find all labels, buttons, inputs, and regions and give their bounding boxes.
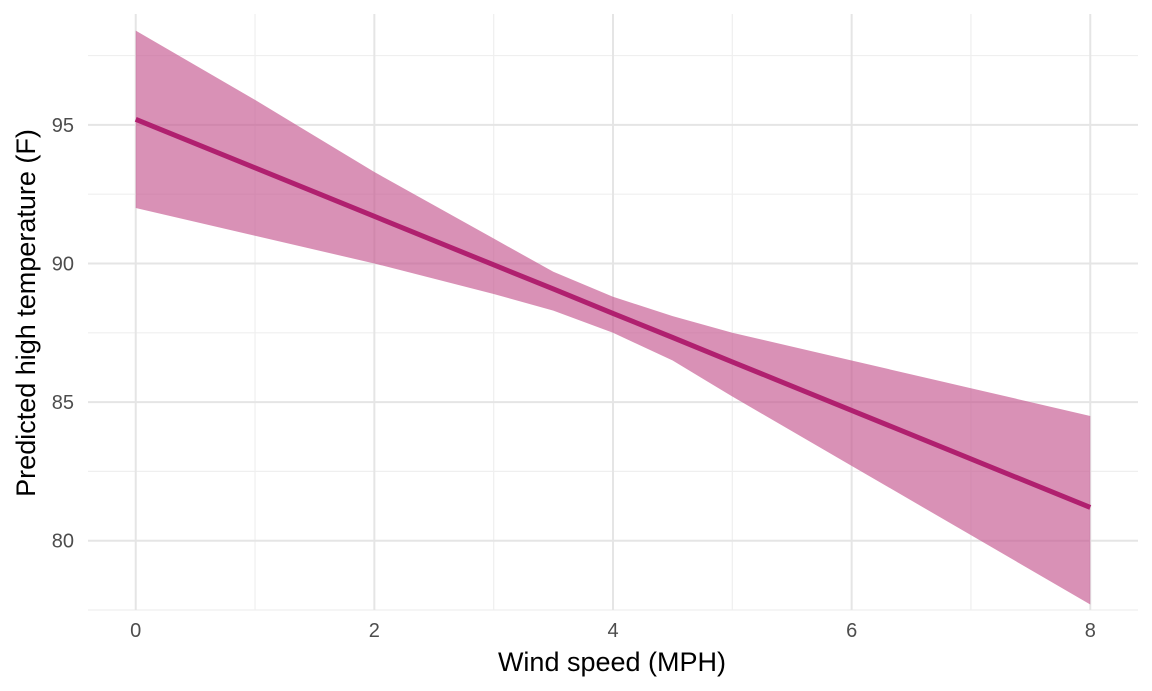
y-tick-label: 90	[52, 253, 74, 275]
major-gridlines	[88, 14, 1138, 610]
x-axis-tick-labels: 0 2 4 6 8	[130, 620, 1096, 642]
x-tick-label: 0	[130, 620, 141, 642]
x-tick-label: 6	[846, 620, 857, 642]
x-tick-label: 2	[369, 620, 380, 642]
y-tick-label: 85	[52, 392, 74, 414]
fitted-line	[134, 117, 1092, 510]
y-axis-tick-labels: 80 85 90 95	[52, 115, 74, 553]
confidence-ribbon	[135, 30, 1091, 605]
x-tick-label: 8	[1085, 620, 1096, 642]
y-axis-title: Predicted high temperature (F)	[11, 129, 41, 497]
y-tick-label: 80	[52, 531, 74, 553]
y-tick-label: 95	[52, 115, 74, 137]
x-axis-title: Wind speed (MPH)	[498, 647, 726, 677]
x-tick-label: 4	[607, 620, 618, 642]
